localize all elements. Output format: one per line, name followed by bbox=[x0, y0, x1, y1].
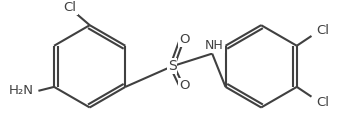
Text: O: O bbox=[179, 33, 190, 46]
Text: Cl: Cl bbox=[316, 24, 329, 37]
Text: H₂N: H₂N bbox=[8, 84, 33, 97]
Text: NH: NH bbox=[205, 39, 224, 52]
Text: Cl: Cl bbox=[63, 1, 77, 14]
Text: O: O bbox=[179, 79, 190, 92]
Text: Cl: Cl bbox=[316, 96, 329, 109]
Text: S: S bbox=[168, 59, 176, 73]
